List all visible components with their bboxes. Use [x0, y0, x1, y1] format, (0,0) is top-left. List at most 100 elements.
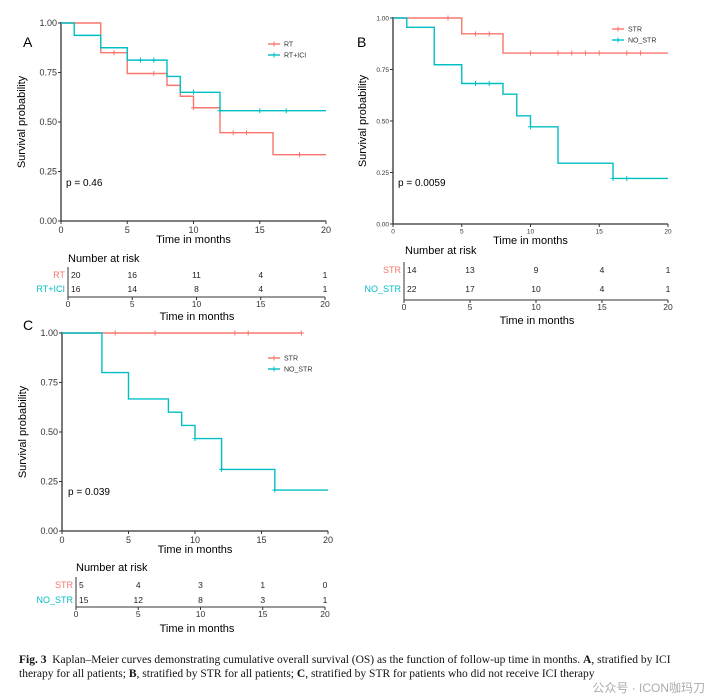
- risk-count: 1: [323, 284, 328, 294]
- censor-mark: [230, 130, 236, 136]
- x-tick-label: 0: [391, 229, 395, 236]
- censor-mark: [191, 105, 196, 111]
- risk-x-tick-label: 20: [320, 609, 330, 619]
- risk-x-tick-label: 5: [468, 302, 473, 312]
- x-tick-label: 10: [527, 229, 535, 236]
- censor-mark: [151, 70, 157, 76]
- x-tick-label: 15: [596, 229, 604, 236]
- risk-x-tick-label: 5: [130, 299, 135, 309]
- caption-panel-c: C: [296, 668, 306, 680]
- censor-mark: [596, 50, 602, 56]
- x-tick-label: 5: [460, 229, 464, 236]
- caption-text: Kaplan–Meier curves demonstrating cumula…: [52, 654, 581, 666]
- y-tick-label: 0.50: [376, 118, 389, 125]
- risk-row-label: RT: [53, 270, 65, 280]
- censor-mark: [112, 330, 118, 336]
- x-tick-label: 20: [323, 535, 333, 545]
- risk-count: 8: [198, 595, 203, 605]
- caption-text: , stratified by ICI therapy for all pati…: [19, 654, 671, 680]
- risk-x-tick-label: 15: [258, 609, 268, 619]
- censor-mark: [297, 152, 302, 158]
- censor-mark: [217, 108, 223, 114]
- x-tick-label: 15: [255, 225, 265, 235]
- legend-label: RT+ICI: [284, 53, 306, 60]
- legend-label: NO_STR: [628, 38, 656, 45]
- y-tick-label: 0.25: [376, 170, 389, 177]
- risk-row-label: NO_STR: [364, 284, 401, 294]
- x-axis-label: Time in months: [493, 235, 568, 247]
- p-value: p = 0.0059: [398, 178, 446, 189]
- censor-mark: [219, 466, 225, 472]
- censor-mark: [244, 130, 249, 136]
- x-tick-label: 5: [126, 535, 131, 545]
- risk-row-label: STR: [383, 265, 402, 275]
- risk-table-title: Number at risk: [76, 562, 148, 574]
- x-tick-label: 10: [188, 225, 198, 235]
- y-tick-label: 0.50: [40, 427, 58, 437]
- risk-count: 1: [323, 595, 328, 605]
- risk-x-tick-label: 10: [531, 302, 541, 312]
- risk-count: 16: [71, 284, 81, 294]
- censor-mark: [151, 57, 157, 63]
- risk-row-label: NO_STR: [36, 595, 73, 605]
- censor-mark: [232, 330, 238, 336]
- caption-label: Fig. 3: [19, 654, 47, 666]
- survival-curve-no-str: [393, 17, 668, 180]
- censor-mark: [272, 487, 278, 493]
- risk-table-title: Number at risk: [68, 253, 140, 265]
- risk-x-tick-label: 0: [74, 609, 79, 619]
- risk-table-x-label: Time in months: [500, 315, 575, 327]
- y-tick-label: 1.00: [40, 328, 58, 338]
- risk-x-tick-label: 10: [192, 299, 202, 309]
- risk-count: 1: [260, 580, 265, 590]
- risk-count: 10: [531, 284, 541, 294]
- risk-count: 4: [258, 270, 263, 280]
- y-tick-label: 0.50: [39, 117, 57, 127]
- risk-count: 4: [258, 284, 263, 294]
- y-tick-label: 0.25: [40, 477, 58, 487]
- censor-mark: [528, 50, 533, 56]
- p-value: p = 0.46: [66, 178, 103, 189]
- risk-count: 1: [323, 270, 328, 280]
- risk-count: 3: [198, 580, 203, 590]
- censor-mark: [528, 124, 533, 130]
- censor-mark: [445, 15, 451, 21]
- caption-text: , stratified by STR for patients who did…: [305, 668, 595, 680]
- censor-mark: [473, 81, 478, 87]
- y-tick-label: 0.25: [39, 167, 57, 177]
- censor-mark: [624, 50, 630, 56]
- risk-row-label: RT+ICI: [36, 284, 65, 294]
- censor-mark: [298, 330, 304, 336]
- risk-count: 14: [128, 284, 138, 294]
- risk-table-x-label: Time in months: [160, 311, 235, 323]
- censor-mark: [569, 50, 575, 56]
- risk-count: 9: [534, 265, 539, 275]
- risk-x-tick-label: 15: [597, 302, 607, 312]
- censor-mark: [555, 50, 561, 56]
- risk-count: 0: [323, 580, 328, 590]
- x-tick-label: 0: [59, 535, 64, 545]
- x-tick-label: 20: [664, 229, 672, 236]
- y-axis-label: Survival probability: [17, 385, 29, 478]
- censor-mark: [473, 31, 478, 37]
- risk-x-tick-label: 10: [196, 609, 206, 619]
- x-tick-label: 5: [125, 225, 130, 235]
- legend-label: NO_STR: [284, 367, 312, 374]
- x-tick-label: 10: [190, 535, 200, 545]
- censor-mark: [638, 50, 643, 56]
- censor-mark: [486, 31, 492, 37]
- risk-count: 17: [465, 284, 475, 294]
- risk-table-title: Number at risk: [405, 245, 477, 257]
- censor-mark: [152, 330, 158, 336]
- x-tick-label: 15: [256, 535, 266, 545]
- risk-count: 1: [666, 265, 671, 275]
- risk-count: 3: [260, 595, 265, 605]
- risk-table-x-label: Time in months: [160, 623, 235, 635]
- survival-curve-rt-ici: [61, 22, 326, 112]
- risk-count: 14: [407, 265, 417, 275]
